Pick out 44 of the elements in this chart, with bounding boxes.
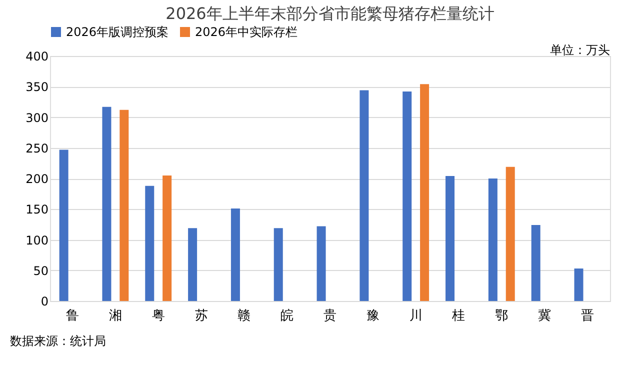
bar bbox=[506, 166, 515, 301]
bar bbox=[446, 176, 455, 301]
x-tick-label: 贵 bbox=[324, 308, 336, 324]
x-tick-label: 鄂 bbox=[495, 308, 508, 324]
x-tick-label: 皖 bbox=[280, 308, 294, 324]
x-tick-label: 晋 bbox=[580, 308, 594, 324]
y-tick-label: 0 bbox=[40, 294, 48, 308]
y-tick-label: 250 bbox=[26, 141, 48, 156]
x-tick-label: 桂 bbox=[451, 308, 466, 324]
bar bbox=[230, 208, 240, 301]
x-tick-label: 冀 bbox=[538, 308, 552, 324]
bar bbox=[120, 110, 129, 301]
y-tick-label: 400 bbox=[26, 50, 48, 64]
bar bbox=[145, 186, 154, 301]
y-tick-label: 300 bbox=[26, 110, 48, 125]
x-tick-label: 粤 bbox=[152, 308, 165, 324]
annotation: 单位：万头 bbox=[550, 43, 610, 57]
bar bbox=[102, 106, 112, 301]
x-tick-label: 鲁 bbox=[66, 308, 80, 324]
chart-title: 2026年上半年末部分省市能繁母猪存栏量统计 bbox=[166, 4, 494, 23]
x-tick-label: 赣 bbox=[238, 308, 251, 324]
bar bbox=[531, 225, 540, 301]
bar bbox=[188, 228, 198, 301]
y-tick-label: 100 bbox=[26, 233, 48, 248]
legend-label: 2026年中实际存栏 bbox=[195, 25, 298, 39]
x-tick-label: 湘 bbox=[108, 308, 122, 324]
bar bbox=[574, 268, 584, 301]
bar bbox=[402, 92, 412, 301]
bar bbox=[59, 150, 68, 301]
x-tick-label: 川 bbox=[409, 308, 422, 324]
bar bbox=[360, 90, 369, 301]
y-tick-label: 50 bbox=[33, 264, 48, 278]
bar bbox=[420, 84, 430, 301]
x-tick-label: 豫 bbox=[366, 308, 380, 324]
y-tick-label: 350 bbox=[26, 80, 48, 94]
legend-label: 2026年版调控预案 bbox=[66, 25, 169, 39]
x-tick-label: 苏 bbox=[194, 308, 208, 324]
bar bbox=[488, 178, 498, 301]
y-tick-label: 200 bbox=[26, 172, 48, 186]
source-note: 数据来源：统计局 bbox=[10, 334, 106, 348]
bar bbox=[274, 228, 283, 301]
y-tick-label: 150 bbox=[26, 202, 48, 217]
bar bbox=[316, 226, 326, 301]
bar bbox=[162, 175, 172, 301]
